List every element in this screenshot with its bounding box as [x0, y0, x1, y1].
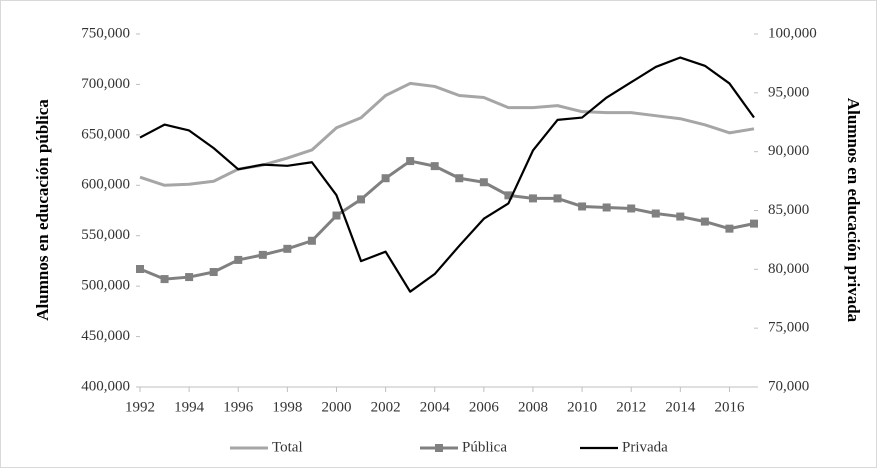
y-tick-label: 650,000 — [81, 126, 130, 142]
series-marker — [602, 203, 611, 212]
x-tick-label: 2004 — [420, 399, 451, 415]
series-marker — [357, 195, 366, 204]
y-tick-label: 700,000 — [81, 76, 130, 92]
y2-tick-label: 70,000 — [768, 378, 809, 394]
series-marker — [578, 202, 587, 211]
legend-marker — [435, 444, 443, 452]
x-tick-label: 2000 — [321, 399, 351, 415]
series-marker — [725, 224, 734, 233]
y2-tick-label: 100,000 — [768, 25, 817, 41]
x-tick-label: 2016 — [714, 399, 745, 415]
series-marker — [676, 212, 685, 221]
y-tick-label: 600,000 — [81, 177, 130, 193]
x-tick-label: 1998 — [272, 399, 302, 415]
series-marker — [381, 174, 390, 183]
series-marker — [553, 194, 562, 203]
y-tick-label: 450,000 — [81, 328, 130, 344]
series-marker — [651, 209, 660, 218]
legend-label: Privada — [622, 439, 668, 455]
y-axis-title: Alumnos en educación pública — [33, 99, 52, 321]
series-marker — [234, 255, 243, 264]
series-marker — [430, 162, 439, 171]
series-line — [139, 159, 755, 281]
y2-tick-label: 90,000 — [768, 143, 809, 159]
series-marker — [136, 264, 144, 273]
series-line — [139, 56, 755, 293]
series-marker — [627, 204, 636, 213]
series-marker — [528, 194, 537, 203]
series-marker — [209, 268, 218, 277]
x-tick-label: 2006 — [469, 399, 500, 415]
series-marker — [700, 217, 709, 226]
series-marker — [504, 191, 513, 200]
y2-tick-label: 95,000 — [768, 84, 809, 100]
legend-label: Total — [272, 439, 303, 455]
y2-tick-label: 85,000 — [768, 202, 809, 218]
series-marker — [479, 178, 488, 187]
y2-axis-title: Alumnos en educación privada — [844, 98, 863, 323]
series-marker — [258, 250, 267, 259]
x-tick-label: 2010 — [567, 399, 597, 415]
x-tick-label: 1994 — [174, 399, 205, 415]
y-tick-label: 400,000 — [81, 378, 130, 394]
x-tick-label: 2008 — [518, 399, 548, 415]
y2-tick-label: 75,000 — [768, 320, 809, 336]
x-tick-label: 1996 — [223, 399, 254, 415]
series-marker — [160, 275, 169, 284]
x-tick-label: 1992 — [125, 399, 155, 415]
y2-tick-label: 80,000 — [768, 261, 809, 277]
series-marker — [332, 211, 341, 220]
series-marker — [406, 157, 415, 166]
y-tick-label: 500,000 — [81, 278, 130, 294]
series-marker — [283, 244, 292, 253]
x-tick-label: 2002 — [371, 399, 401, 415]
y-tick-label: 550,000 — [81, 227, 130, 243]
series-marker — [185, 273, 194, 282]
y-tick-label: 750,000 — [81, 25, 130, 41]
x-tick-label: 2014 — [665, 399, 696, 415]
series-marker — [455, 174, 464, 183]
legend-label: Pública — [462, 439, 507, 455]
series-marker — [307, 236, 316, 245]
x-tick-label: 2012 — [616, 399, 646, 415]
series-marker — [750, 219, 758, 228]
